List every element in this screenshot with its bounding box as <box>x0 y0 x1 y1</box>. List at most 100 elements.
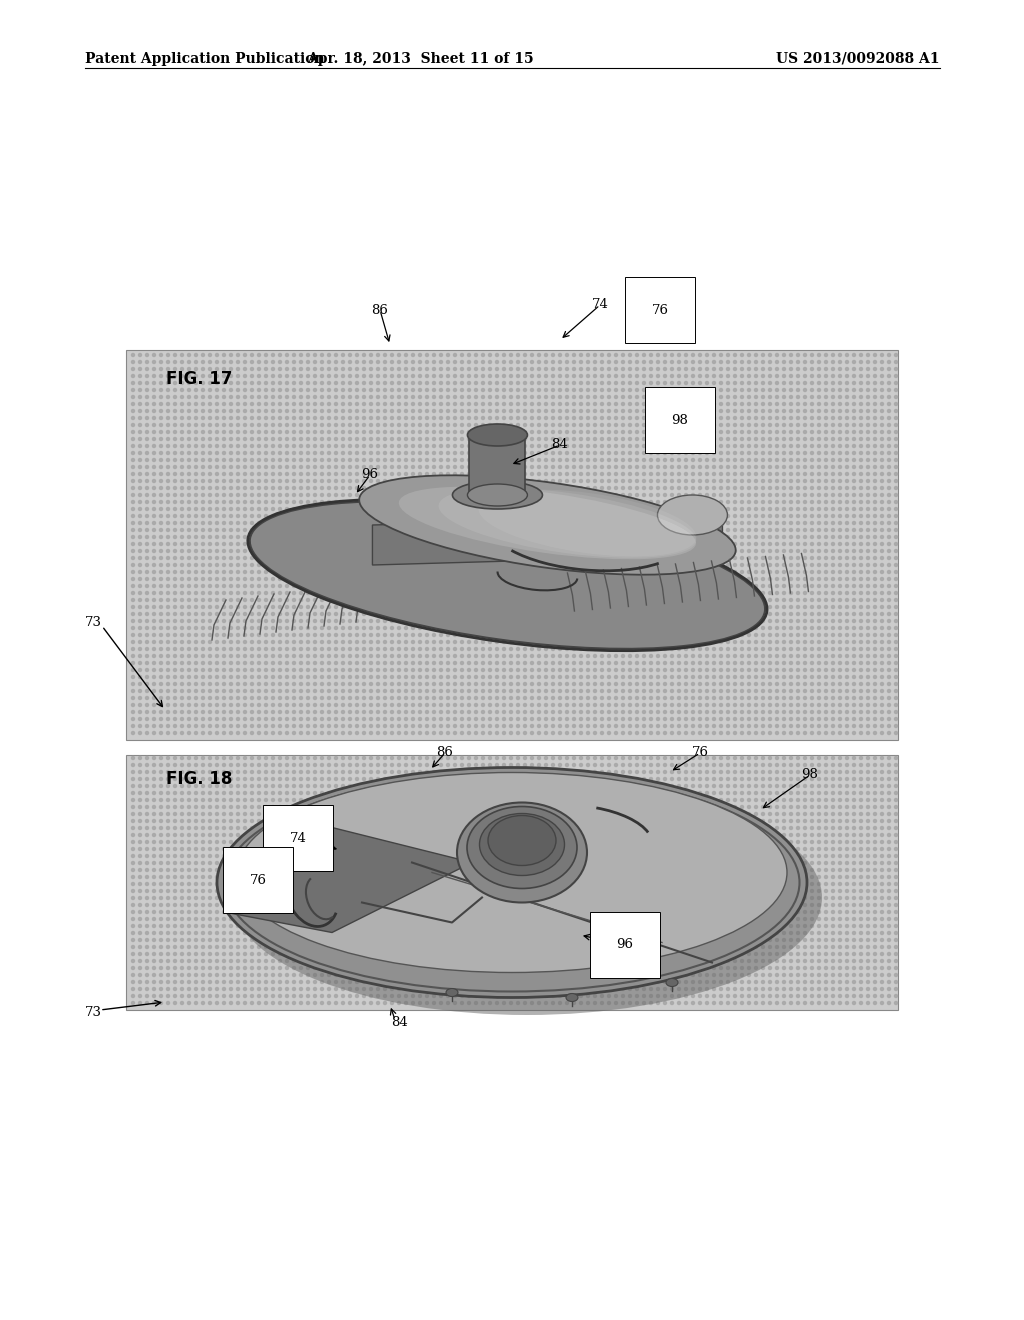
Circle shape <box>622 847 625 850</box>
Circle shape <box>698 869 701 871</box>
Circle shape <box>474 841 477 843</box>
Circle shape <box>713 813 716 816</box>
Circle shape <box>656 813 659 816</box>
Circle shape <box>488 627 492 630</box>
Circle shape <box>888 697 891 700</box>
Circle shape <box>145 939 148 941</box>
Circle shape <box>503 792 506 795</box>
Circle shape <box>468 981 470 983</box>
Circle shape <box>131 756 134 759</box>
Circle shape <box>237 487 240 490</box>
Circle shape <box>740 682 743 685</box>
Circle shape <box>839 598 842 602</box>
Circle shape <box>264 875 267 879</box>
Circle shape <box>209 521 212 524</box>
Circle shape <box>468 661 470 664</box>
Circle shape <box>167 917 170 920</box>
Circle shape <box>671 430 674 433</box>
Circle shape <box>740 375 743 378</box>
Circle shape <box>895 710 897 714</box>
Circle shape <box>348 974 351 977</box>
Circle shape <box>160 710 163 714</box>
Circle shape <box>306 862 309 865</box>
Circle shape <box>209 585 212 587</box>
Circle shape <box>138 634 141 636</box>
Circle shape <box>866 820 869 822</box>
Circle shape <box>817 1002 820 1005</box>
Circle shape <box>167 710 170 714</box>
Circle shape <box>286 704 289 706</box>
Circle shape <box>510 424 512 426</box>
Circle shape <box>720 627 723 630</box>
Circle shape <box>446 911 450 913</box>
Circle shape <box>859 473 862 475</box>
Circle shape <box>348 375 351 378</box>
Circle shape <box>251 437 254 441</box>
Circle shape <box>866 466 869 469</box>
Circle shape <box>545 875 548 879</box>
Circle shape <box>145 661 148 664</box>
Circle shape <box>530 536 534 539</box>
Circle shape <box>145 627 148 630</box>
Circle shape <box>432 543 435 545</box>
Circle shape <box>138 661 141 664</box>
Circle shape <box>377 862 380 865</box>
Circle shape <box>726 697 729 700</box>
Circle shape <box>195 896 198 899</box>
Circle shape <box>355 634 358 636</box>
Circle shape <box>538 479 541 483</box>
Circle shape <box>642 903 645 907</box>
Circle shape <box>594 903 597 907</box>
Circle shape <box>671 445 674 447</box>
Circle shape <box>229 494 232 496</box>
Circle shape <box>384 697 386 700</box>
Circle shape <box>691 987 694 990</box>
Circle shape <box>636 932 639 935</box>
Circle shape <box>804 403 807 405</box>
Circle shape <box>362 813 366 816</box>
Circle shape <box>153 557 156 560</box>
Circle shape <box>629 627 632 630</box>
Circle shape <box>419 890 422 892</box>
Circle shape <box>412 627 415 630</box>
Circle shape <box>468 763 470 767</box>
Circle shape <box>180 777 183 780</box>
Circle shape <box>545 805 548 808</box>
Circle shape <box>684 479 687 483</box>
Circle shape <box>713 1002 716 1005</box>
Circle shape <box>530 981 534 983</box>
Circle shape <box>173 966 176 969</box>
Circle shape <box>720 396 723 399</box>
Circle shape <box>740 994 743 998</box>
Circle shape <box>503 833 506 837</box>
Circle shape <box>251 896 254 899</box>
Circle shape <box>768 528 771 532</box>
Circle shape <box>656 966 659 969</box>
Circle shape <box>762 591 765 594</box>
Circle shape <box>293 507 296 511</box>
Circle shape <box>153 473 156 475</box>
Circle shape <box>244 494 247 496</box>
Circle shape <box>454 536 457 539</box>
Circle shape <box>138 549 141 553</box>
Circle shape <box>762 917 765 920</box>
Circle shape <box>474 682 477 685</box>
Circle shape <box>811 725 813 727</box>
Circle shape <box>271 528 274 532</box>
Circle shape <box>824 875 827 879</box>
Circle shape <box>209 805 212 808</box>
Circle shape <box>481 578 484 581</box>
Circle shape <box>251 890 254 892</box>
Circle shape <box>237 430 240 433</box>
Circle shape <box>187 945 190 949</box>
Circle shape <box>481 451 484 454</box>
Circle shape <box>804 668 807 672</box>
Circle shape <box>432 689 435 693</box>
Circle shape <box>187 570 190 573</box>
Circle shape <box>237 718 240 721</box>
Circle shape <box>271 661 274 664</box>
Circle shape <box>636 403 639 405</box>
Circle shape <box>671 903 674 907</box>
Circle shape <box>873 627 877 630</box>
Circle shape <box>412 805 415 808</box>
